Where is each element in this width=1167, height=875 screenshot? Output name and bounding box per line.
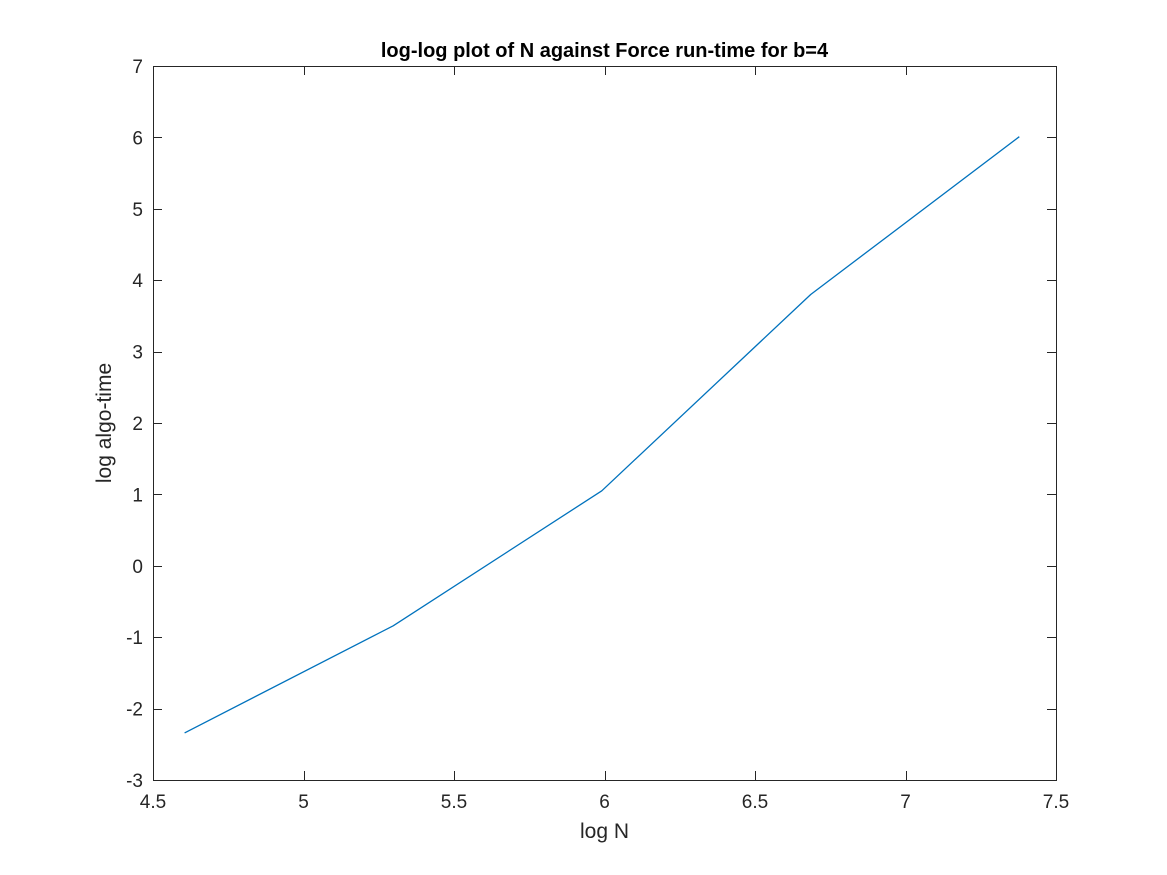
x-tick-label: 4.5: [140, 792, 166, 813]
y-tick-label: -2: [126, 700, 143, 721]
y-tick-label: 0: [132, 557, 143, 578]
plot-background: [153, 66, 1056, 780]
axes-box: [153, 66, 1057, 781]
y-tick-label: 1: [132, 485, 143, 506]
x-tick-label: 7: [900, 792, 911, 813]
y-tick-label: 4: [132, 271, 143, 292]
chart-title: log-log plot of N against Force run-time…: [381, 40, 829, 62]
y-tick-label: -3: [126, 771, 143, 792]
x-tick-label: 5: [298, 792, 309, 813]
y-tick-label: 2: [132, 414, 143, 435]
plot-area: [153, 66, 1056, 780]
x-tick-label: 5.5: [441, 792, 467, 813]
y-axis-label: log algo-time: [93, 363, 116, 483]
x-tick-label: 6.5: [742, 792, 768, 813]
series-line: [184, 136, 1020, 734]
x-tick-label: 6: [599, 792, 610, 813]
y-tick-label: -1: [126, 628, 143, 649]
x-tick-labels: 4.5 5 5.5 6 6.5 7 7.5: [140, 792, 1069, 813]
y-tick-label: 7: [132, 57, 143, 78]
series-lines: [184, 136, 1020, 734]
y-tick-label: 5: [132, 200, 143, 221]
x-axis-label: log N: [580, 820, 629, 843]
y-tick-label: 3: [132, 343, 143, 364]
y-tick-labels: -3 -2 -1 0 1 2 3 4 5 6 7: [126, 57, 143, 792]
y-tick-label: 6: [132, 128, 143, 149]
x-tick-label: 7.5: [1043, 792, 1069, 813]
